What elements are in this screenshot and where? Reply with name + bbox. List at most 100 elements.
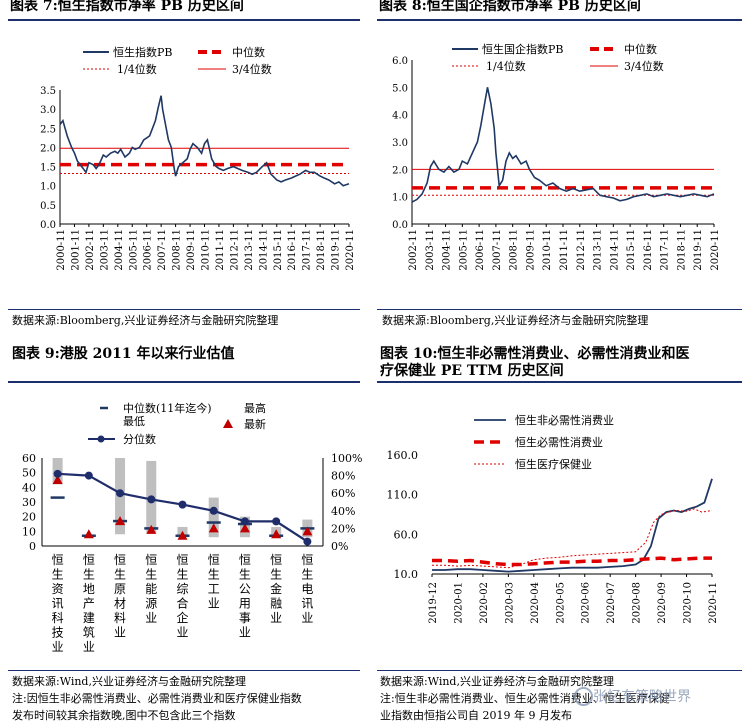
- chart9-category-label-char: 生: [301, 568, 313, 582]
- chart10-xtick-label: 2020-09: [657, 582, 668, 624]
- chart9-category-label-char: 业: [301, 611, 313, 625]
- chart10-xtick-label: 2020-05: [555, 582, 566, 624]
- chart9-ytick-left: 0: [29, 540, 36, 553]
- chart9-category-label-char: 筑: [83, 625, 95, 640]
- chart9-latest-marker: [302, 526, 313, 536]
- chart10-healthcare-line: [432, 508, 713, 569]
- hsi_pb-xtick-label: 2009-11: [186, 229, 197, 271]
- hsi_pb-xtick-label: 2006-11: [143, 229, 154, 271]
- hsi_pb-xtick-label: 2002-11: [85, 229, 96, 271]
- chart9-legend-pct-label: 分位数: [123, 432, 156, 446]
- hsi_pb-xtick-label: 2019-11: [331, 229, 342, 271]
- hscei_pb-legend-q1-label: 1/4位数: [486, 59, 526, 73]
- hsi_pb-xtick-label: 2004-11: [114, 229, 125, 271]
- chart9-ytick-left: 50: [22, 467, 36, 480]
- chart9-category-label-char: 电: [301, 582, 313, 596]
- chart9-latest-marker: [208, 523, 219, 533]
- chart9-percentile-point: [303, 537, 312, 546]
- hsi_pb-xtick-label: 2008-11: [172, 229, 183, 271]
- hscei_pb-xtick-label: 2005-11: [458, 229, 469, 271]
- chart9-percentile-point: [116, 489, 125, 498]
- hsi_pb-legend-q3-label: 3/4位数: [232, 62, 272, 76]
- chart9-category-label-char: 事: [239, 611, 251, 625]
- chart9-category-label-char: 业: [208, 597, 220, 611]
- hscei_pb-xtick-label: 2003-11: [425, 229, 436, 271]
- chart10-xtick-label: 2020-04: [530, 582, 541, 624]
- chart9-note-line1: 注:因恒生非必需性消费业、必需性消费业和医疗保健业指数: [12, 692, 302, 705]
- chart9-category-label-char: 地: [83, 582, 95, 596]
- hscei_pb-ytick: 4.0: [392, 111, 408, 122]
- chart9-source: 数据来源:Wind,兴业证券经济与金融研究院整理: [12, 675, 246, 688]
- chart9-industry-valuation: 01020304050600%20%40%60%80%100%恒生资讯科技业恒生…: [22, 401, 362, 654]
- chart9-percentile-point: [147, 495, 156, 504]
- chart9-percentile-point: [272, 517, 281, 526]
- chart9-category-label-char: 金: [270, 581, 282, 596]
- hsi_pb-ytick: 1.5: [40, 163, 56, 174]
- chart9-percentile-point: [84, 471, 93, 480]
- hsi_pb-xtick-label: 2010-11: [201, 229, 212, 271]
- chart9-category-label-char: 恒: [52, 553, 64, 567]
- chart10-xtick-label: 2020-03: [504, 582, 515, 624]
- chart9-category-label-char: 合: [176, 596, 188, 611]
- hsi_pb-xtick-label: 2015-11: [273, 229, 284, 271]
- chart10-xtick-label: 2020-02: [479, 582, 490, 624]
- hsi_pb-xtick-label: 2000-11: [56, 229, 67, 271]
- hscei_pb-xtick-label: 2010-11: [542, 229, 553, 271]
- chart9-ytick-left: 20: [22, 511, 36, 524]
- hsi_pb-xtick-label: 2018-11: [316, 229, 327, 271]
- chart9-category-label-char: 料: [114, 611, 126, 625]
- chart9-title: 图表 9:港股 2011 年以来行业估值: [12, 346, 235, 362]
- hscei_pb-xtick-label: 2015-11: [626, 229, 637, 271]
- chart10-note-line1: 注:恒生非必需性消费业、恒生必需性消费业、恒生医疗保健: [380, 692, 670, 705]
- hsi_pb-ytick: 2.5: [40, 124, 56, 135]
- chart10-consumer-pe: 10.0 60.0 110.0 160.0 2019-12 2020-01 2020-02 2…: [387, 413, 720, 624]
- chart9-category-label-char: 恒: [176, 553, 188, 567]
- chart9-category-label-char: 用: [239, 597, 251, 611]
- hsi_pb-xtick-label: 2020-11: [345, 229, 356, 271]
- chart9-category-label-char: 工: [208, 582, 220, 596]
- chart7-source: 数据来源:Bloomberg,兴业证券经济与金融研究院整理: [12, 314, 279, 327]
- chart10-legend-healthcare-label: 恒生医疗保健业: [515, 457, 592, 471]
- chart9-ytick-left: 60: [22, 452, 36, 465]
- chart9-category-label-char: 业: [83, 640, 95, 654]
- chart9-category-label-char: 能: [145, 582, 157, 596]
- hsi_pb-xtick-label: 2013-11: [244, 229, 255, 271]
- hscei_pb-xtick-label: 2014-11: [609, 229, 620, 271]
- hscei_pb-xtick-label: 2008-11: [509, 229, 520, 271]
- hsi_pb-xtick-label: 2005-11: [128, 229, 139, 271]
- hscei_pb-xtick-label: 2018-11: [676, 229, 687, 271]
- hsi_pb-xtick-label: 2014-11: [258, 229, 269, 271]
- hscei_pb-xtick-label: 2017-11: [660, 229, 671, 271]
- chart9-percentile-point: [53, 469, 62, 478]
- hsi_pb-pb-line: [59, 95, 350, 187]
- chart10-xtick-label: 2020-06: [581, 582, 592, 624]
- chart9-percentile-point: [209, 506, 218, 515]
- chart8-title-rule: [377, 19, 742, 21]
- chart9-category-label-char: 综: [176, 582, 188, 596]
- chart9-category-label-char: 恒: [270, 553, 282, 567]
- chart9-legend-latest-swatch: [223, 419, 233, 428]
- chart10-title-rule: [377, 381, 742, 383]
- chart9-legend-latest-label: 最新: [244, 417, 266, 431]
- chart9-latest-marker: [239, 523, 250, 533]
- chart9-category-label-char: 恒: [208, 553, 220, 567]
- chart9-category-label-char: 业: [239, 626, 251, 640]
- hscei_pb-xtick-label: 2011-11: [559, 229, 570, 271]
- chart9-category-label-char: 科: [52, 611, 64, 625]
- chart9-ytick-left: 40: [22, 481, 36, 494]
- hsi_pb-legend-line-label: 恒生指数PB: [113, 45, 173, 59]
- chart9-category-label-char: 生: [176, 568, 188, 582]
- chart9-category-label-char: 生: [145, 568, 157, 582]
- hsi_pb-xtick-label: 2001-11: [70, 229, 81, 271]
- hsi_pb-xtick-label: 2003-11: [99, 229, 110, 271]
- chart9-legend-pct-dot: [97, 435, 105, 443]
- hscei_pb-ytick: 6.0: [392, 56, 408, 67]
- hsi_pb-ytick: 0.0: [40, 220, 56, 231]
- chart8-hscei-pb: 0.0 1.0 2.0 3.0 4.0 5.0 6.0 2002-11 2003-11 2004-…: [392, 42, 721, 271]
- hscei_pb-xtick-label: 2007-11: [492, 229, 503, 271]
- hsi_pb-ytick: 1.0: [40, 182, 56, 193]
- watermark-icon: [574, 687, 593, 706]
- chart9-category-label-char: 业: [52, 640, 64, 654]
- hscei_pb-pb-line: [411, 87, 715, 203]
- chart8-source: 数据来源:Bloomberg,兴业证券经济与金融研究院整理: [382, 314, 649, 327]
